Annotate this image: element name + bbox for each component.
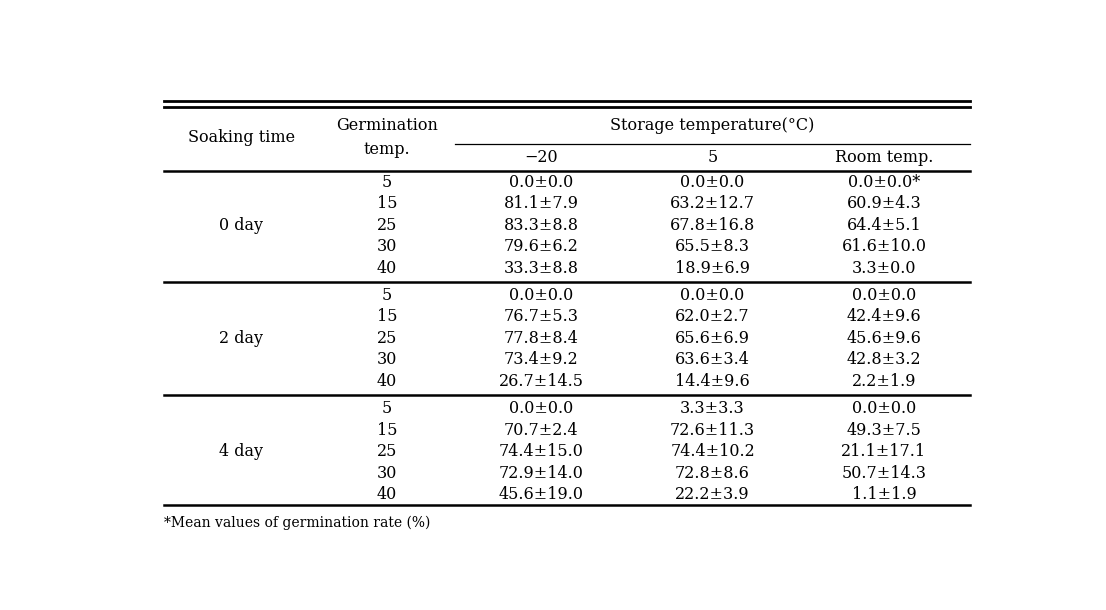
Text: 40: 40 bbox=[377, 486, 397, 503]
Text: 15: 15 bbox=[376, 308, 397, 325]
Text: 65.6±6.9: 65.6±6.9 bbox=[675, 330, 750, 347]
Text: 0.0±0.0: 0.0±0.0 bbox=[509, 173, 573, 190]
Text: 3.3±3.3: 3.3±3.3 bbox=[680, 400, 745, 417]
Text: 40: 40 bbox=[377, 373, 397, 390]
Text: 30: 30 bbox=[377, 351, 397, 368]
Text: 5: 5 bbox=[382, 400, 392, 417]
Text: 21.1±17.1: 21.1±17.1 bbox=[842, 443, 927, 460]
Text: 30: 30 bbox=[377, 238, 397, 255]
Text: 79.6±6.2: 79.6±6.2 bbox=[503, 238, 578, 255]
Text: 0.0±0.0: 0.0±0.0 bbox=[509, 400, 573, 417]
Text: 81.1±7.9: 81.1±7.9 bbox=[503, 195, 578, 212]
Text: 0 day: 0 day bbox=[219, 217, 263, 234]
Text: 33.3±8.8: 33.3±8.8 bbox=[503, 260, 578, 276]
Text: 62.0±2.7: 62.0±2.7 bbox=[676, 308, 750, 325]
Text: 0.0±0.0: 0.0±0.0 bbox=[680, 287, 744, 304]
Text: 25: 25 bbox=[377, 330, 397, 347]
Text: 72.6±11.3: 72.6±11.3 bbox=[670, 422, 755, 439]
Text: 22.2±3.9: 22.2±3.9 bbox=[676, 486, 750, 503]
Text: 60.9±4.3: 60.9±4.3 bbox=[846, 195, 921, 212]
Text: 14.4±9.6: 14.4±9.6 bbox=[675, 373, 750, 390]
Text: 26.7±14.5: 26.7±14.5 bbox=[499, 373, 584, 390]
Text: 74.4±10.2: 74.4±10.2 bbox=[670, 443, 755, 460]
Text: 64.4±5.1: 64.4±5.1 bbox=[846, 217, 921, 234]
Text: 76.7±5.3: 76.7±5.3 bbox=[503, 308, 578, 325]
Text: Germination
temp.: Germination temp. bbox=[336, 118, 438, 158]
Text: 25: 25 bbox=[377, 217, 397, 234]
Text: 72.9±14.0: 72.9±14.0 bbox=[499, 465, 584, 481]
Text: 18.9±6.9: 18.9±6.9 bbox=[675, 260, 750, 276]
Text: 83.3±8.8: 83.3±8.8 bbox=[503, 217, 578, 234]
Text: 5: 5 bbox=[382, 287, 392, 304]
Text: 30: 30 bbox=[377, 465, 397, 481]
Text: 61.6±10.0: 61.6±10.0 bbox=[842, 238, 927, 255]
Text: 67.8±16.8: 67.8±16.8 bbox=[670, 217, 755, 234]
Text: 4 day: 4 day bbox=[219, 443, 263, 460]
Text: Room temp.: Room temp. bbox=[835, 149, 933, 166]
Text: Soaking time: Soaking time bbox=[188, 129, 294, 146]
Text: 0.0±0.0*: 0.0±0.0* bbox=[848, 173, 920, 190]
Text: 0.0±0.0: 0.0±0.0 bbox=[680, 173, 744, 190]
Text: 63.2±12.7: 63.2±12.7 bbox=[670, 195, 755, 212]
Text: 73.4±9.2: 73.4±9.2 bbox=[503, 351, 578, 368]
Text: 40: 40 bbox=[377, 260, 397, 276]
Text: 15: 15 bbox=[376, 195, 397, 212]
Text: 45.6±9.6: 45.6±9.6 bbox=[846, 330, 921, 347]
Text: 0.0±0.0: 0.0±0.0 bbox=[509, 287, 573, 304]
Text: 1.1±1.9: 1.1±1.9 bbox=[852, 486, 917, 503]
Text: 2 day: 2 day bbox=[219, 330, 263, 347]
Text: 2.2±1.9: 2.2±1.9 bbox=[852, 373, 916, 390]
Text: *Mean values of germination rate (%): *Mean values of germination rate (%) bbox=[164, 515, 430, 530]
Text: −20: −20 bbox=[524, 149, 557, 166]
Text: 0.0±0.0: 0.0±0.0 bbox=[852, 287, 916, 304]
Text: 42.8±3.2: 42.8±3.2 bbox=[847, 351, 921, 368]
Text: 25: 25 bbox=[377, 443, 397, 460]
Text: 42.4±9.6: 42.4±9.6 bbox=[847, 308, 921, 325]
Text: 5: 5 bbox=[708, 149, 718, 166]
Text: 5: 5 bbox=[382, 173, 392, 190]
Text: Storage temperature(°C): Storage temperature(°C) bbox=[611, 117, 815, 134]
Text: 70.7±2.4: 70.7±2.4 bbox=[504, 422, 578, 439]
Text: 50.7±14.3: 50.7±14.3 bbox=[842, 465, 927, 481]
Text: 72.8±8.6: 72.8±8.6 bbox=[675, 465, 750, 481]
Text: 65.5±8.3: 65.5±8.3 bbox=[675, 238, 750, 255]
Text: 49.3±7.5: 49.3±7.5 bbox=[846, 422, 921, 439]
Text: 74.4±15.0: 74.4±15.0 bbox=[499, 443, 584, 460]
Text: 15: 15 bbox=[376, 422, 397, 439]
Text: 45.6±19.0: 45.6±19.0 bbox=[499, 486, 584, 503]
Text: 0.0±0.0: 0.0±0.0 bbox=[852, 400, 916, 417]
Text: 3.3±0.0: 3.3±0.0 bbox=[852, 260, 916, 276]
Text: 63.6±3.4: 63.6±3.4 bbox=[675, 351, 750, 368]
Text: 77.8±8.4: 77.8±8.4 bbox=[503, 330, 578, 347]
